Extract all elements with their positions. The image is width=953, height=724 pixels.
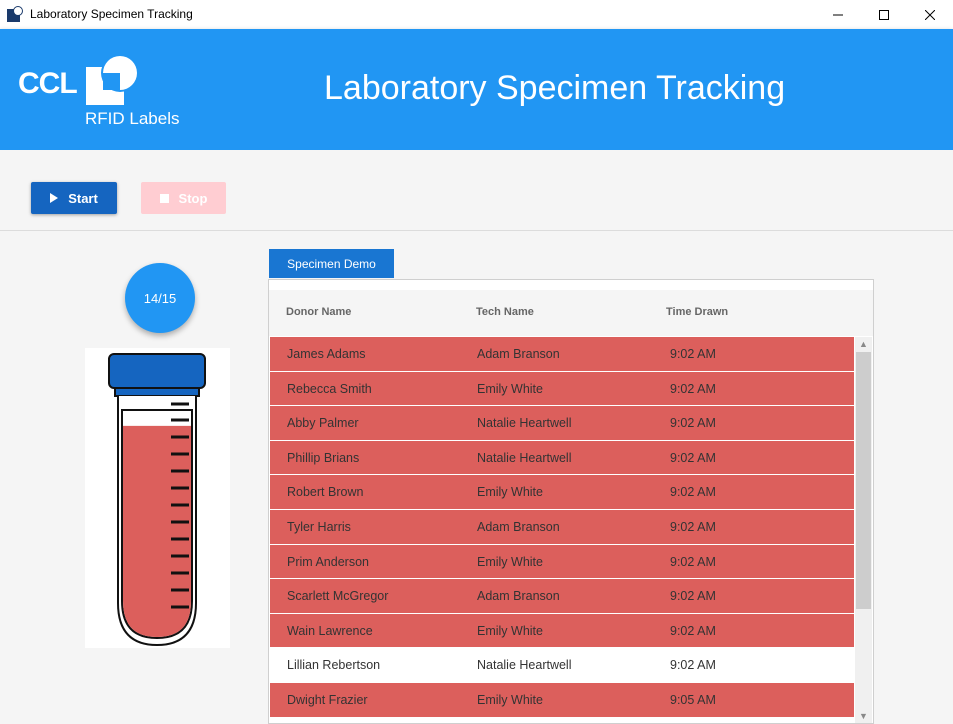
table-row[interactable]: Wain Lawrence Emily White 9:02 AM: [270, 613, 854, 649]
tech-name-cell: Natalie Heartwell: [477, 450, 572, 465]
table-row[interactable]: James Adams Adam Branson 9:02 AM: [270, 337, 854, 372]
donor-name-cell: Scarlett McGregor: [287, 589, 389, 604]
tech-name-cell: Adam Branson: [477, 347, 560, 361]
scroll-up-icon[interactable]: ▲: [859, 339, 868, 349]
maximize-icon: [879, 9, 889, 20]
progress-counter-text: 14/15: [143, 290, 177, 306]
tech-name-cell: Emily White: [477, 692, 543, 707]
tab-specimen-demo[interactable]: Specimen Demo: [269, 249, 394, 278]
table-row[interactable]: Lillian Rebertson Natalie Heartwell 9:02 A…: [270, 648, 854, 683]
time-drawn-cell: 9:02 AM: [670, 589, 716, 604]
time-drawn-cell: 9:02 AM: [670, 519, 716, 534]
time-drawn-cell: 9:02 AM: [670, 554, 716, 569]
start-button[interactable]: Start: [31, 182, 117, 214]
stop-icon: [159, 193, 169, 203]
tech-name-cell: Emily White: [477, 381, 543, 396]
donor-name-cell: Robert Brown: [287, 485, 364, 500]
logo-subtitle: RFID Labels: [85, 109, 180, 128]
table-row[interactable]: Dwight Frazier Emily White 9:05 AM: [270, 682, 854, 718]
tech-name-cell: Adam Branson: [477, 589, 560, 604]
window-title: Laboratory Specimen Tracking: [30, 7, 193, 21]
stop-button[interactable]: Stop: [141, 182, 226, 214]
tech-name-cell: Natalie Heartwell: [477, 416, 572, 431]
scroll-down-icon[interactable]: ▼: [859, 711, 868, 721]
grid-header: Donor Name Tech Name Time Drawn: [269, 290, 873, 336]
table-row[interactable]: Tyler Harris Adam Branson 9:02 AM: [270, 509, 854, 545]
logo-mark-icon: [86, 54, 139, 105]
tab-label: Specimen Demo: [287, 256, 376, 271]
time-drawn-cell: 9:02 AM: [670, 347, 716, 361]
donor-name-cell: Tyler Harris: [287, 519, 351, 534]
donor-name-cell: Prim Anderson: [287, 554, 369, 569]
time-drawn-cell: 9:02 AM: [670, 485, 716, 500]
grid-rows: James Adams Adam Branson 9:02 AM Rebecca Sm…: [270, 337, 854, 718]
app-header: CCL RFID Labels Laboratory Specimen Trac…: [0, 29, 953, 150]
grid-scrollbar[interactable]: ▲ ▼: [855, 337, 872, 723]
time-drawn-cell: 9:02 AM: [670, 450, 716, 465]
donor-name-cell: Abby Palmer: [287, 416, 359, 431]
donor-name-cell: James Adams: [287, 347, 366, 361]
specimen-grid: Donor Name Tech Name Time Drawn James Ad…: [268, 279, 874, 724]
table-row[interactable]: Scarlett McGregor Adam Branson 9:02 AM: [270, 579, 854, 614]
test-tube-icon: [108, 353, 206, 647]
time-drawn-cell: 9:05 AM: [670, 692, 716, 707]
close-button[interactable]: [907, 0, 953, 29]
time-drawn-cell: 9:02 AM: [670, 658, 716, 673]
test-tube-panel: [85, 348, 230, 648]
tech-name-cell: Emily White: [477, 485, 543, 500]
tech-name-cell: Emily White: [477, 623, 543, 638]
scrollbar-thumb[interactable]: [856, 352, 871, 609]
donor-name-cell: Dwight Frazier: [287, 692, 368, 707]
table-row[interactable]: Robert Brown Emily White 9:02 AM: [270, 475, 854, 510]
donor-name-cell: Lillian Rebertson: [287, 658, 381, 673]
toolbar: Start Stop: [0, 150, 953, 231]
table-row[interactable]: Phillip Brians Natalie Heartwell 9:02 AM: [270, 440, 854, 476]
column-header-time[interactable]: Time Drawn: [666, 306, 729, 318]
tech-name-cell: Adam Branson: [477, 519, 560, 534]
table-row[interactable]: Prim Anderson Emily White 9:02 AM: [270, 544, 854, 580]
minimize-button[interactable]: [815, 0, 861, 29]
donor-name-cell: Phillip Brians: [287, 450, 360, 465]
page-title: Laboratory Specimen Tracking: [324, 69, 786, 107]
tech-name-cell: Natalie Heartwell: [477, 658, 572, 673]
start-button-label: Start: [68, 190, 98, 206]
maximize-button[interactable]: [861, 0, 907, 29]
window-titlebar: Laboratory Specimen Tracking: [0, 0, 953, 29]
play-icon: [50, 193, 59, 203]
progress-counter-badge: 14/15: [125, 263, 195, 333]
tech-name-cell: Emily White: [477, 554, 543, 569]
column-header-tech[interactable]: Tech Name: [476, 306, 534, 318]
donor-name-cell: Wain Lawrence: [287, 623, 373, 638]
donor-name-cell: Rebecca Smith: [287, 381, 372, 396]
stop-button-label: Stop: [178, 190, 208, 206]
column-header-donor[interactable]: Donor Name: [286, 306, 352, 318]
close-icon: [925, 9, 935, 20]
app-icon: [7, 6, 23, 22]
table-row[interactable]: Abby Palmer Natalie Heartwell 9:02 AM: [270, 406, 854, 441]
table-row[interactable]: Rebecca Smith Emily White 9:02 AM: [270, 371, 854, 407]
time-drawn-cell: 9:02 AM: [670, 623, 716, 638]
logo-text: CCL: [18, 67, 78, 100]
time-drawn-cell: 9:02 AM: [670, 416, 716, 431]
minimize-icon: [833, 14, 843, 15]
time-drawn-cell: 9:02 AM: [670, 381, 716, 396]
